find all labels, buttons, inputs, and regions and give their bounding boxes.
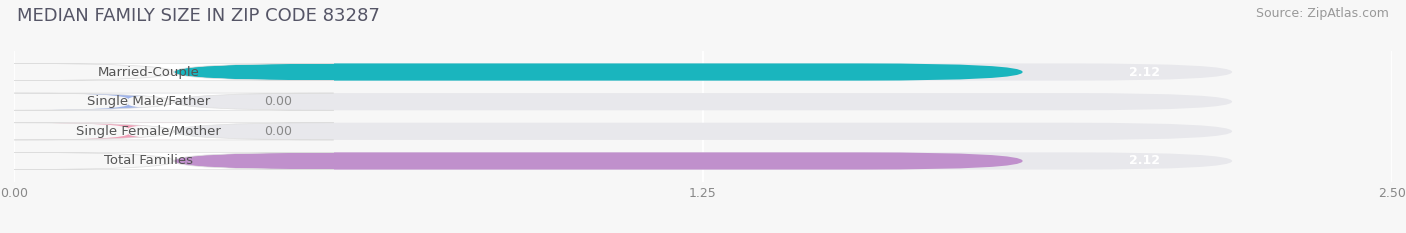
Text: 2.12: 2.12 — [1129, 154, 1160, 168]
Text: MEDIAN FAMILY SIZE IN ZIP CODE 83287: MEDIAN FAMILY SIZE IN ZIP CODE 83287 — [17, 7, 380, 25]
FancyBboxPatch shape — [14, 152, 333, 170]
FancyBboxPatch shape — [174, 123, 1232, 140]
FancyBboxPatch shape — [14, 63, 333, 81]
FancyBboxPatch shape — [174, 93, 1232, 110]
FancyBboxPatch shape — [14, 93, 242, 110]
Text: Total Families: Total Families — [104, 154, 193, 168]
FancyBboxPatch shape — [174, 63, 1022, 81]
Text: Married-Couple: Married-Couple — [97, 65, 200, 79]
FancyBboxPatch shape — [174, 152, 1232, 170]
Text: Single Male/Father: Single Male/Father — [87, 95, 209, 108]
FancyBboxPatch shape — [14, 123, 333, 140]
FancyBboxPatch shape — [174, 63, 1232, 81]
Text: Single Female/Mother: Single Female/Mother — [76, 125, 221, 138]
FancyBboxPatch shape — [14, 93, 333, 110]
Text: Source: ZipAtlas.com: Source: ZipAtlas.com — [1256, 7, 1389, 20]
FancyBboxPatch shape — [14, 123, 242, 140]
Text: 0.00: 0.00 — [264, 95, 292, 108]
Text: 0.00: 0.00 — [264, 125, 292, 138]
FancyBboxPatch shape — [174, 152, 1022, 170]
Text: 2.12: 2.12 — [1129, 65, 1160, 79]
